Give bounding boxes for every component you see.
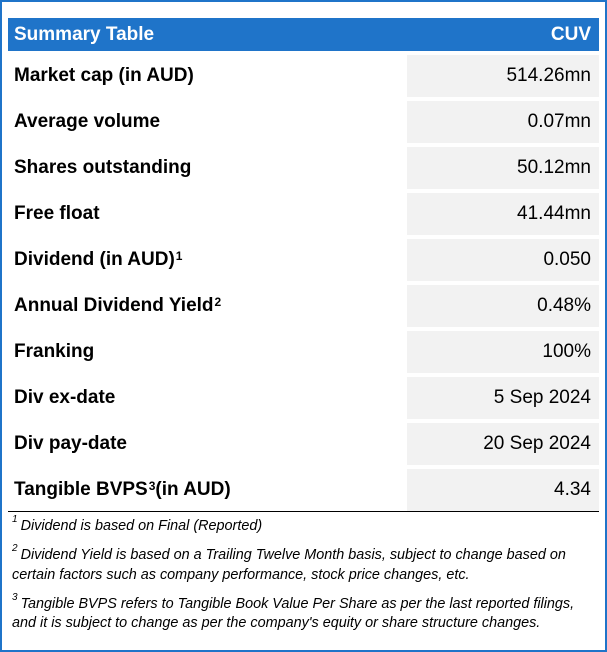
table-title: Summary Table <box>14 23 155 45</box>
table-row-ex-date: Div ex-date 5 Sep 2024 <box>8 377 599 419</box>
row-label: Free float <box>14 203 100 224</box>
table-row-franking: Franking 100% <box>8 331 599 373</box>
row-value: 0.050 <box>407 239 599 281</box>
footnote-1: 1 Dividend is based on Final (Reported) <box>12 514 263 534</box>
row-value: 514.26mn <box>407 55 599 97</box>
row-label: Tangible BVPS 3 (in AUD) <box>14 479 231 500</box>
table-row-dividend-yield: Annual Dividend Yield 2 0.48% <box>8 285 599 327</box>
table-row-dividend: Dividend (in AUD) 1 0.050 <box>8 239 599 281</box>
row-value: 41.44mn <box>407 193 599 235</box>
footnotes: 1 Dividend is based on Final (Reported) 2… <box>12 512 602 638</box>
row-label: Div pay-date <box>14 433 127 454</box>
row-value: 50.12mn <box>407 147 599 189</box>
row-label: Franking <box>14 341 95 362</box>
row-label: Shares outstanding <box>14 157 192 178</box>
row-value: 0.07mn <box>407 101 599 143</box>
table-row-market-cap: Market cap (in AUD) 514.26mn <box>8 55 599 97</box>
row-value: 20 Sep 2024 <box>407 423 599 465</box>
row-value: 0.48% <box>407 285 599 327</box>
row-value: 4.34 <box>407 469 599 511</box>
summary-table: Summary Table CUV Market cap (in AUD) 51… <box>8 18 599 512</box>
footnote-2: 2 Dividend Yield is based on a Trailing T… <box>12 542 566 583</box>
table-header: Summary Table CUV <box>8 18 599 51</box>
table-row-average-volume: Average volume 0.07mn <box>8 101 599 143</box>
table-row-pay-date: Div pay-date 20 Sep 2024 <box>8 423 599 465</box>
table-row-free-float: Free float 41.44mn <box>8 193 599 235</box>
row-label: Dividend (in AUD) 1 <box>14 249 183 270</box>
row-value: 100% <box>407 331 599 373</box>
footnote-3: 3 Tangible BVPS refers to Tangible Book V… <box>12 591 575 632</box>
row-label: Average volume <box>14 111 161 132</box>
footnote-marker: 3 <box>148 479 156 493</box>
ticker-label: CUV <box>550 23 591 45</box>
row-label: Annual Dividend Yield 2 <box>14 295 222 316</box>
row-label: Market cap (in AUD) <box>14 65 194 86</box>
row-label: Div ex-date <box>14 387 116 408</box>
footnote-marker: 2 <box>214 295 222 309</box>
table-row-tangible-bvps: Tangible BVPS 3 (in AUD) 4.34 <box>8 469 599 512</box>
table-row-shares-outstanding: Shares outstanding 50.12mn <box>8 147 599 189</box>
footnote-marker: 1 <box>175 249 183 263</box>
row-value: 5 Sep 2024 <box>407 377 599 419</box>
